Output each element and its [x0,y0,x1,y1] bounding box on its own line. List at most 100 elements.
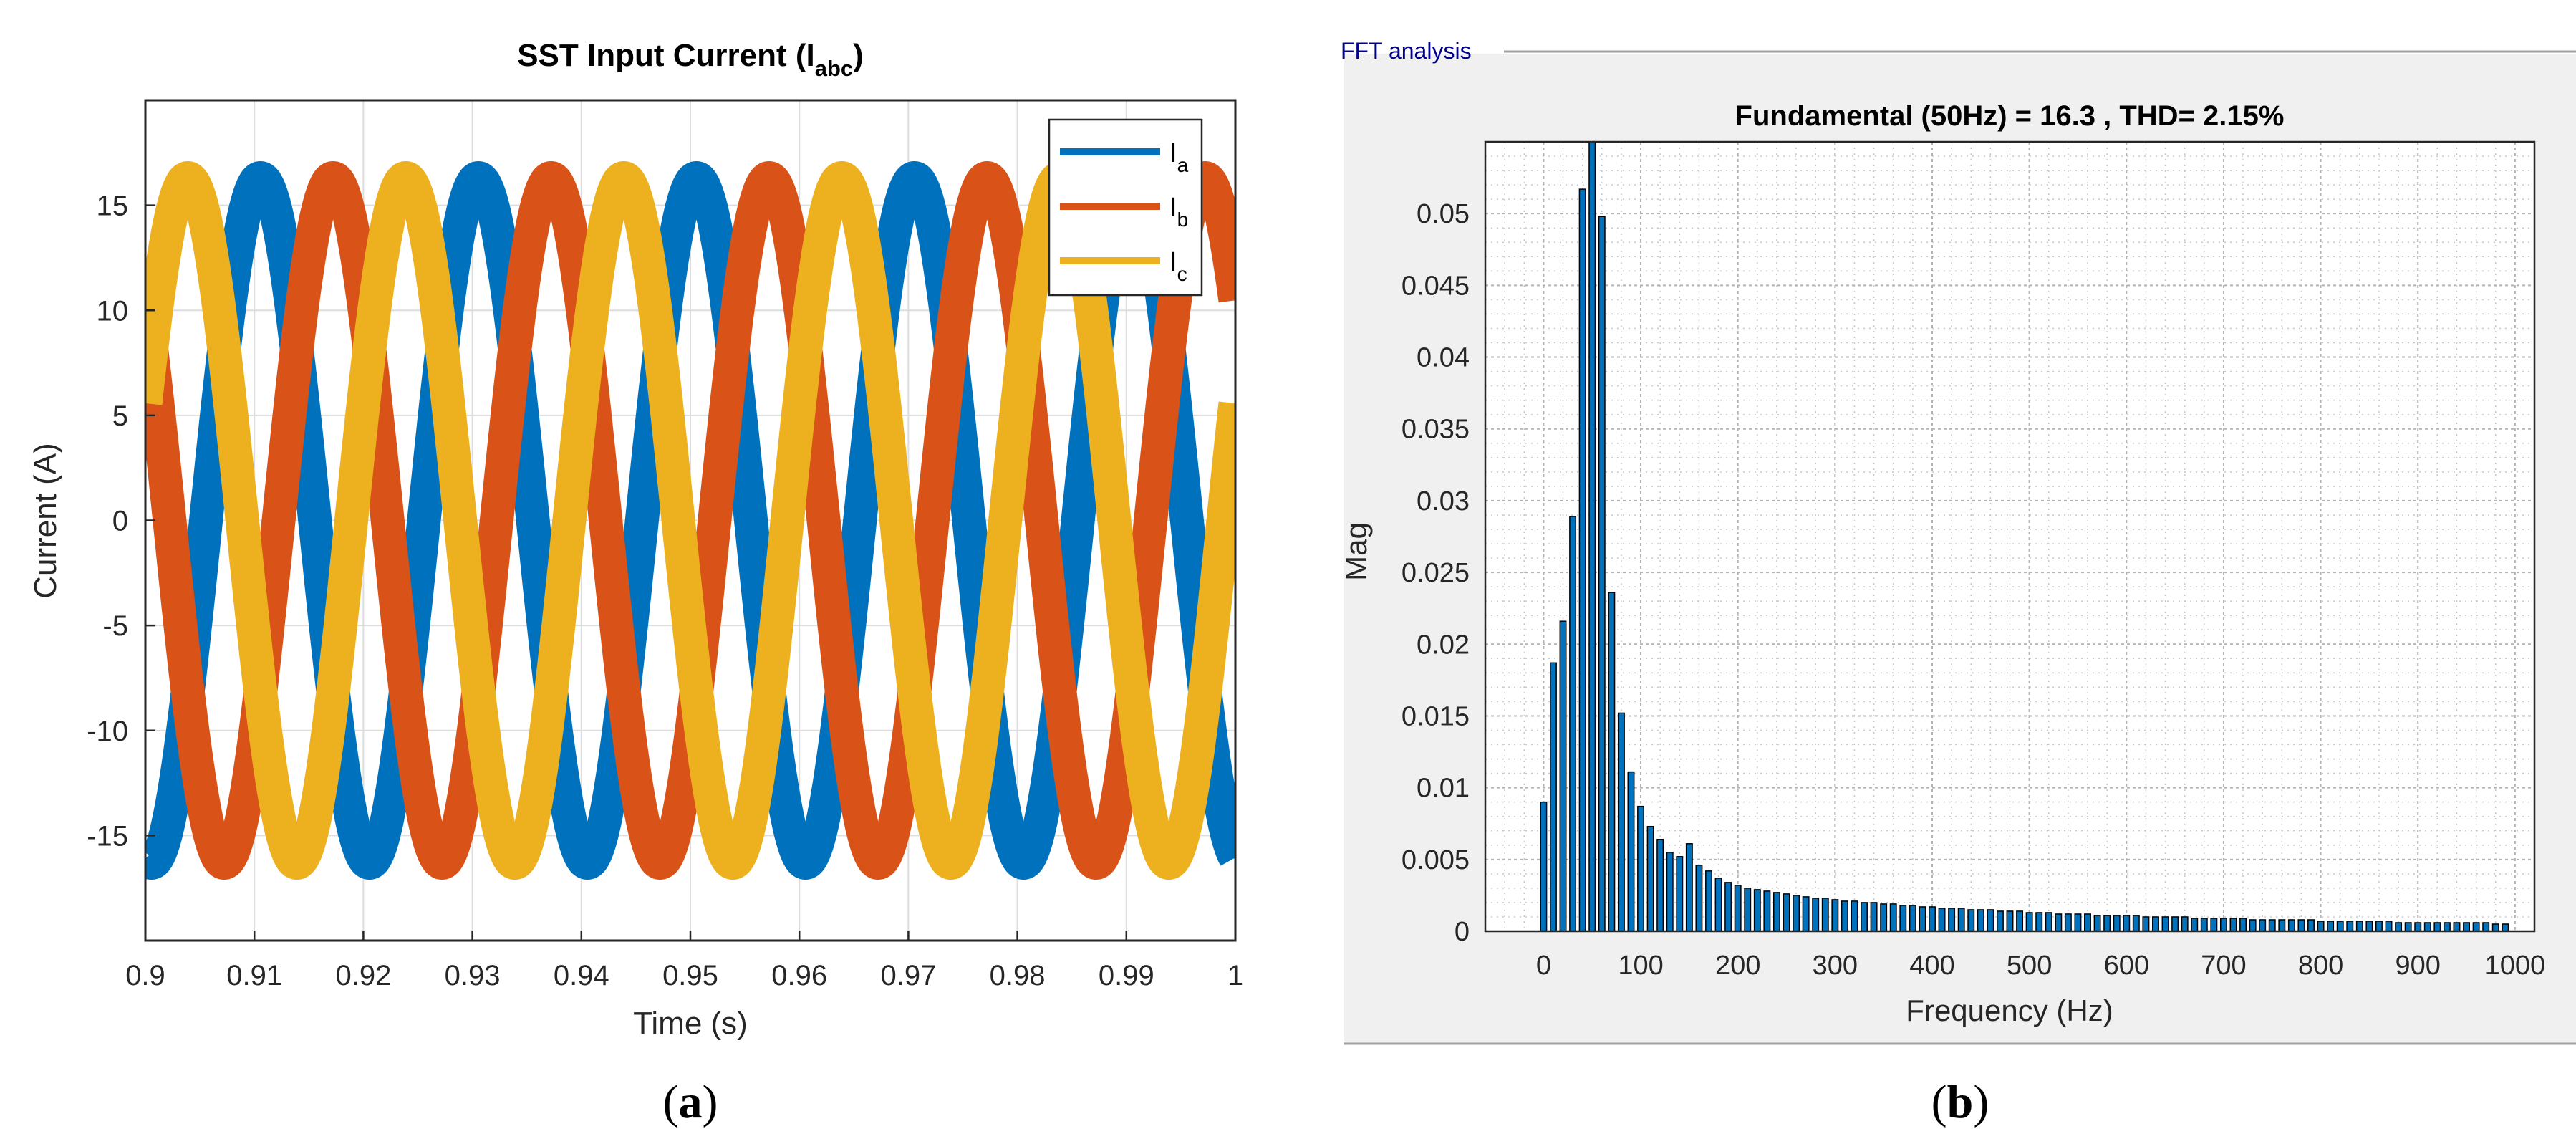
fft-bar [2055,913,2063,931]
fft-bar [2229,918,2237,931]
x-tick-label: 1 [1227,960,1243,991]
fft-bar [1637,805,1644,931]
fft-bar [1861,902,1868,931]
x-tick-label: 0.93 [445,960,501,991]
y-tick-label: -15 [87,820,128,852]
fft-panel-title: FFT analysis [1341,38,1472,64]
fft-bar [1734,885,1742,931]
fft-bar [2268,919,2276,931]
x-tick-label: 200 [1715,951,1760,981]
x-tick-label: 0 [1536,951,1551,981]
x-tick-label: 300 [1813,951,1858,981]
x-tick-label: 0.96 [771,960,827,991]
fft-bar [2025,912,2033,931]
fft-bar [2016,910,2024,931]
y-tick-label: 0.025 [1402,558,1470,588]
fft-bar [1783,893,1790,931]
fft-bar [2482,922,2490,931]
fft-bar [2297,919,2305,931]
fft-bar [1929,906,1936,931]
fft-bar [1870,902,1878,931]
fft-bar [2327,921,2335,931]
y-tick-label: 0 [1455,917,1470,947]
fft-bar [1608,592,1616,931]
fft-bar [2152,916,2159,931]
fft-bar [1617,712,1625,931]
plot-b-frame [1484,140,2536,933]
fft-bar [2249,919,2257,931]
plot-b-y-axis-label: Mag [1339,522,1373,581]
fft-bar [2463,922,2471,931]
plot-a-legend: Ia Ib Ic [1048,118,1203,297]
fft-bar [1685,843,1693,931]
fft-bar [1540,801,1548,931]
x-tick-label: 0.91 [226,960,282,991]
fft-bar [1899,905,1907,931]
panel-b: FFT analysis 0 100 200 300 400 500 600 700 800 90… [1339,38,2576,1128]
legend-label-ia: Ia [1169,138,1189,176]
plot-a-x-axis-label: Time (s) [633,1006,748,1041]
panel-a-caption: (a) [663,1076,718,1128]
fft-bar [1695,865,1703,931]
fft-bar [2307,919,2315,931]
fft-bar [1588,142,1596,931]
x-tick-label: 100 [1618,951,1663,981]
fft-bar [2414,922,2422,931]
fft-bar [2365,921,2373,931]
fft-bar [1909,905,1916,931]
fft-bar [1996,910,2004,931]
x-tick-label: 800 [2298,951,2343,981]
fft-bar [1569,516,1577,931]
fft-bar [2423,922,2431,931]
fft-bar [2278,919,2286,931]
x-tick-label: 0.92 [335,960,391,991]
y-tick-label: 10 [97,295,129,327]
fft-bar [2210,918,2218,931]
fft-bar [1802,896,1810,931]
plot-a-x-ticks: 0.9 0.91 0.92 0.93 0.94 0.95 0.96 0.97 0.98 0.99 1 [125,931,1243,991]
fft-bar [2084,913,2091,931]
fft-bar [1851,900,1858,931]
fft-bar [1772,892,1780,931]
y-tick-label: 0.02 [1417,630,1470,660]
plot-b-x-ticks: 0 100 200 300 400 500 600 700 800 900 1000 [1536,951,2545,981]
fft-bar [1559,620,1567,931]
legend-label-ib: Ib [1169,193,1188,231]
fft-bar [2132,915,2140,931]
plot-b-y-ticks: 0 0.005 0.01 0.015 0.02 0.025 0.03 0.035 0.04 0.0… [1402,199,1470,947]
plot-a-y-axis-label: Current (A) [28,443,63,599]
fft-bar [1714,878,1722,931]
fft-bar [2064,913,2072,931]
fft-bar [2375,921,2383,931]
fft-bar [2200,918,2208,931]
fft-bar [2006,910,2014,931]
panel-b-caption: (b) [1931,1076,1989,1128]
fft-bar [2113,915,2121,931]
x-tick-label: 0.98 [990,960,1046,991]
fft-bar [2453,922,2461,931]
fft-bar [1967,909,1975,931]
plot-a-y-ticks: -15 -10 -5 0 5 10 15 [87,191,155,852]
x-tick-label: 400 [1909,951,1954,981]
x-tick-label: 600 [2104,951,2149,981]
fft-bar [1676,856,1684,931]
fft-bar [2239,918,2247,931]
fft-bar [1831,899,1839,931]
fft-bar [2336,921,2344,931]
fft-bar [1753,889,1761,931]
fft-bar [2259,919,2267,931]
y-tick-label: 0.045 [1402,271,1470,301]
fft-bar [1948,908,1956,931]
fft-bar [2142,916,2150,931]
fft-bar [1812,898,1820,931]
fft-bar [1938,908,1946,931]
fft-bar [2355,921,2363,931]
fft-bar [1744,888,1752,931]
fft-bar [2103,915,2111,931]
fft-bar [1889,903,1897,931]
y-tick-label: 0 [112,506,128,537]
x-tick-label: 0.95 [662,960,718,991]
fft-bar [2123,915,2131,931]
y-tick-label: 0.04 [1417,343,1470,373]
y-tick-label: 0.005 [1402,845,1470,875]
